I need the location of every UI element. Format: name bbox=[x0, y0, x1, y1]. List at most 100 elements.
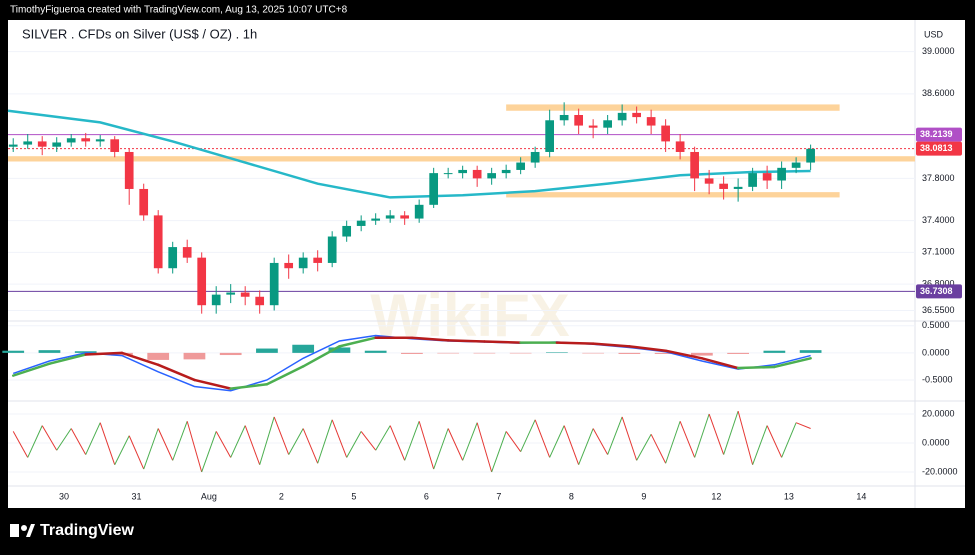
price-label-box bbox=[916, 141, 962, 156]
candle-body bbox=[284, 262, 294, 269]
signal-segment bbox=[120, 351, 160, 367]
oscillator-segment bbox=[375, 425, 391, 451]
candle-body bbox=[211, 294, 221, 306]
logo-mark bbox=[10, 524, 19, 537]
candle-body bbox=[588, 125, 598, 128]
histogram-bar bbox=[38, 350, 61, 353]
oscillator-segment bbox=[99, 422, 116, 465]
y-tick-label: 37.4000 bbox=[922, 215, 955, 225]
oscillator-segment bbox=[578, 428, 594, 465]
oscillator-segment bbox=[795, 422, 811, 429]
oscillator-segment bbox=[201, 431, 217, 473]
histogram-bar bbox=[292, 344, 315, 353]
histogram-bar bbox=[328, 347, 351, 353]
histogram-bar bbox=[437, 352, 460, 354]
y-tick-label: 36.5500 bbox=[922, 305, 955, 315]
x-tick-label: 14 bbox=[856, 491, 866, 501]
oscillator-segment bbox=[114, 435, 130, 465]
oscillator-segment bbox=[737, 410, 754, 465]
candle-body bbox=[632, 112, 641, 118]
x-tick-label: 8 bbox=[569, 491, 574, 501]
oscillator-segment bbox=[781, 422, 797, 458]
oscillator-segment bbox=[404, 421, 420, 461]
oscillator-segment bbox=[534, 419, 551, 458]
signal-segment bbox=[483, 340, 522, 344]
oscillator-segment bbox=[259, 416, 275, 465]
candle-body bbox=[139, 188, 149, 216]
signal-segment bbox=[773, 357, 812, 369]
oscillator-segment bbox=[650, 434, 667, 464]
x-tick-label: 30 bbox=[59, 491, 69, 501]
oscillator-segment bbox=[273, 416, 290, 455]
candle-body bbox=[371, 218, 381, 221]
candle-body bbox=[733, 186, 743, 189]
candle-body bbox=[226, 292, 236, 295]
oscillator-segment bbox=[621, 416, 638, 461]
signal-segment bbox=[555, 341, 595, 345]
candle-body bbox=[806, 148, 815, 163]
candle-body bbox=[661, 125, 670, 142]
credit: TimothyFigueroa created with TradingView… bbox=[10, 5, 348, 16]
oscillator-segment bbox=[679, 421, 696, 458]
candle-body bbox=[356, 220, 366, 226]
y-tick-label: 0.5000 bbox=[922, 320, 950, 330]
oscillator-segment bbox=[418, 421, 435, 470]
candle-body bbox=[545, 120, 554, 152]
oscillator-segment bbox=[520, 419, 536, 452]
oscillator-segment bbox=[389, 425, 406, 461]
price-label: 38.0813 bbox=[920, 143, 953, 153]
oscillator-segment bbox=[723, 410, 739, 455]
zone bbox=[8, 156, 915, 162]
candle-body bbox=[110, 139, 120, 152]
signal-segment bbox=[736, 365, 776, 370]
candle-body bbox=[646, 117, 656, 126]
histogram-bar bbox=[111, 352, 133, 356]
signal-segment bbox=[664, 349, 704, 360]
candle-body bbox=[95, 139, 105, 142]
y-unit: USD bbox=[924, 29, 944, 39]
candle-body bbox=[617, 112, 627, 121]
oscillator-segment bbox=[346, 431, 362, 458]
y-tick-label: 37.8000 bbox=[922, 173, 955, 183]
candle-body bbox=[124, 151, 134, 189]
oscillator-segment bbox=[708, 413, 725, 455]
price-label: 38.2139 bbox=[920, 129, 953, 139]
candle-body bbox=[269, 262, 279, 306]
candle-body bbox=[516, 162, 526, 170]
oscillator-segment bbox=[12, 431, 29, 458]
candle-body bbox=[182, 247, 192, 258]
oscillator-segment bbox=[230, 425, 246, 458]
signal-segment bbox=[410, 336, 450, 342]
oscillator-segment bbox=[317, 419, 333, 464]
oscillator-segment bbox=[592, 428, 609, 455]
histogram-bar bbox=[654, 352, 677, 354]
oscillator-segment bbox=[636, 434, 652, 461]
oscillator-segment bbox=[563, 425, 580, 465]
oscillator-segment bbox=[447, 428, 464, 461]
oscillator-segment bbox=[766, 425, 783, 458]
candle-body bbox=[429, 173, 439, 205]
histogram-bar bbox=[473, 352, 496, 354]
oscillator-segment bbox=[665, 421, 681, 464]
histogram-bar bbox=[401, 352, 423, 354]
price-label-box bbox=[916, 127, 962, 142]
signal-segment bbox=[156, 363, 196, 382]
price-label-box bbox=[916, 284, 962, 299]
histogram-bar bbox=[147, 352, 170, 360]
oscillator-segment bbox=[462, 422, 478, 461]
candle-body bbox=[52, 142, 62, 147]
candle-body bbox=[675, 141, 685, 152]
histogram-bar bbox=[799, 350, 822, 353]
x-tick-label: 13 bbox=[784, 491, 794, 501]
candle-body bbox=[791, 162, 801, 168]
oscillator-segment bbox=[607, 416, 623, 455]
oscillator-segment bbox=[56, 428, 72, 451]
oscillator-segment bbox=[215, 431, 232, 458]
signal-segment bbox=[700, 357, 740, 370]
y-tick-label: 37.1000 bbox=[922, 247, 955, 257]
histogram-bar bbox=[183, 352, 206, 360]
candle-body bbox=[298, 257, 308, 269]
histogram-bar bbox=[582, 352, 605, 354]
oscillator-segment bbox=[302, 428, 319, 464]
oscillator-segment bbox=[157, 428, 174, 461]
